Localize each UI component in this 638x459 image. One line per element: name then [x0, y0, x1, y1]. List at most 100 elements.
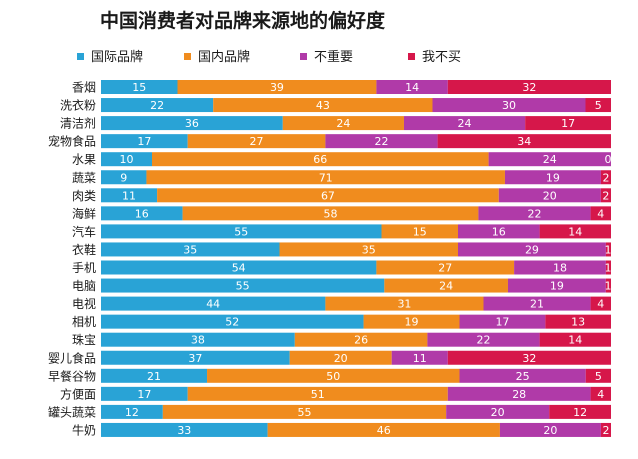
- value-label-0-2: 14: [405, 81, 419, 94]
- bar-1-3: [585, 98, 611, 113]
- bar-18-0: [101, 404, 163, 419]
- value-label-17-0: 17: [137, 388, 151, 401]
- bar-3-3: [437, 134, 611, 149]
- legend-swatch-0: [77, 53, 84, 60]
- bar-5-3: [600, 170, 611, 185]
- value-label-2-0: 36: [185, 117, 199, 130]
- category-label-18: 罐头蔬菜: [48, 405, 96, 419]
- value-label-8-0: 55: [234, 225, 248, 238]
- category-label-13: 相机: [72, 315, 96, 329]
- category-label-3: 宠物食品: [48, 134, 96, 149]
- value-label-16-1: 50: [326, 370, 340, 383]
- value-label-14-0: 38: [191, 334, 205, 347]
- bar-8-2: [458, 224, 540, 239]
- value-label-11-1: 24: [439, 280, 453, 293]
- value-label-19-2: 20: [543, 424, 557, 437]
- value-label-11-2: 19: [550, 280, 564, 293]
- value-label-13-1: 19: [405, 316, 419, 329]
- bar-12-2: [483, 296, 591, 311]
- value-label-14-3: 14: [568, 334, 582, 347]
- bar-1-2: [432, 98, 586, 113]
- category-label-19: 牛奶: [72, 422, 96, 437]
- bar-11-1: [384, 278, 508, 293]
- category-label-11: 电脑: [72, 279, 96, 293]
- value-label-17-2: 28: [512, 388, 526, 401]
- bar-0-1: [177, 80, 377, 94]
- chart-bars: [101, 80, 611, 437]
- value-label-2-3: 17: [561, 117, 575, 130]
- value-label-4-2: 24: [543, 153, 557, 166]
- category-label-7: 海鲜: [72, 206, 96, 221]
- category-label-10: 手机: [72, 261, 96, 275]
- category-label-14: 珠宝: [72, 333, 96, 347]
- bar-17-1: [187, 386, 448, 401]
- bar-16-2: [459, 368, 586, 383]
- value-label-5-3: 2: [602, 171, 609, 184]
- value-label-18-2: 20: [491, 406, 505, 419]
- bar-19-1: [267, 422, 500, 437]
- value-label-9-0: 35: [183, 243, 197, 256]
- value-label-15-2: 11: [413, 352, 427, 365]
- value-label-13-0: 52: [225, 316, 239, 329]
- bar-13-0: [101, 314, 364, 329]
- value-label-0-1: 39: [270, 81, 284, 94]
- value-label-3-3: 34: [517, 135, 531, 148]
- bar-11-3: [605, 278, 611, 293]
- bar-3-2: [325, 134, 438, 149]
- value-label-10-3: 1: [605, 262, 612, 275]
- bar-15-2: [391, 350, 448, 365]
- value-label-4-0: 10: [120, 153, 134, 166]
- value-label-16-0: 21: [147, 370, 161, 383]
- value-label-1-0: 22: [150, 99, 164, 112]
- legend-swatch-3: [408, 53, 415, 60]
- value-label-5-1: 71: [319, 171, 333, 184]
- category-label-9: 衣鞋: [72, 242, 96, 257]
- value-label-18-0: 12: [125, 406, 139, 419]
- bar-16-0: [101, 368, 208, 383]
- value-label-2-1: 24: [336, 117, 350, 130]
- value-label-7-0: 16: [135, 207, 149, 220]
- legend-label-0: 国际品牌: [91, 49, 143, 65]
- value-label-5-0: 9: [120, 171, 127, 184]
- bar-10-3: [605, 260, 611, 275]
- value-label-15-1: 20: [334, 352, 348, 365]
- value-label-4-3: 0: [605, 153, 612, 166]
- bar-12-3: [590, 296, 611, 311]
- bar-15-3: [447, 350, 611, 365]
- value-label-6-0: 11: [122, 189, 136, 202]
- value-label-8-1: 15: [413, 225, 427, 238]
- value-label-0-3: 32: [522, 81, 536, 94]
- value-label-9-3: 1: [605, 243, 612, 256]
- value-label-12-1: 31: [397, 298, 411, 311]
- bar-13-2: [459, 314, 546, 329]
- value-label-2-2: 24: [458, 117, 472, 130]
- bar-3-0: [101, 134, 188, 149]
- bar-17-3: [590, 386, 611, 401]
- value-label-1-2: 30: [502, 99, 516, 112]
- bar-0-0: [101, 80, 178, 94]
- bar-13-1: [363, 314, 460, 329]
- bar-18-1: [162, 404, 447, 419]
- value-label-5-2: 19: [546, 171, 560, 184]
- legend-label-1: 国内品牌: [198, 49, 250, 65]
- bar-2-1: [282, 116, 404, 131]
- bar-17-2: [447, 386, 591, 401]
- value-label-16-3: 5: [595, 370, 602, 383]
- bar-8-0: [101, 224, 382, 239]
- value-label-7-2: 22: [528, 207, 542, 220]
- value-label-9-1: 35: [362, 243, 376, 256]
- value-label-7-3: 4: [597, 207, 604, 220]
- bar-14-3: [539, 332, 611, 347]
- bar-15-0: [101, 350, 290, 365]
- value-label-19-3: 2: [602, 424, 609, 437]
- value-label-3-2: 22: [375, 135, 389, 148]
- legend-swatch-2: [300, 53, 307, 60]
- value-label-9-2: 29: [525, 243, 539, 256]
- value-label-3-0: 17: [137, 135, 151, 148]
- value-label-8-3: 14: [568, 225, 582, 238]
- value-label-12-0: 44: [206, 298, 220, 311]
- bar-9-2: [458, 242, 606, 257]
- bar-18-2: [446, 404, 550, 419]
